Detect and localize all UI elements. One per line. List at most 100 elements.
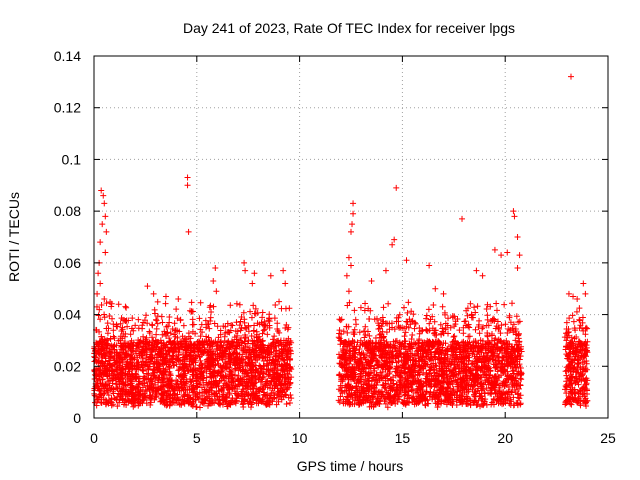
data-point: [190, 388, 197, 395]
data-point: [251, 270, 258, 277]
data-point: [484, 339, 491, 346]
data-point: [146, 354, 153, 361]
data-point: [233, 354, 240, 361]
data-point: [469, 365, 476, 372]
data-point: [477, 337, 484, 344]
data-point: [202, 364, 209, 371]
data-point: [439, 303, 446, 310]
data-point: [154, 375, 161, 382]
data-point: [280, 367, 287, 374]
data-point: [342, 365, 349, 372]
data-point: [452, 365, 459, 372]
data-point: [486, 380, 493, 387]
data-point: [242, 343, 249, 350]
data-point: [208, 384, 215, 391]
data-point: [153, 393, 160, 400]
data-point: [400, 304, 407, 311]
data-point: [205, 334, 212, 341]
data-point: [513, 399, 520, 406]
data-point: [110, 355, 117, 362]
data-point: [387, 341, 394, 348]
data-point: [188, 299, 195, 306]
data-point: [150, 290, 157, 297]
data-point: [402, 329, 409, 336]
data-point: [463, 353, 470, 360]
data-point: [374, 361, 381, 368]
data-point: [358, 368, 365, 375]
data-point: [379, 314, 386, 321]
data-point: [234, 375, 241, 382]
data-point: [430, 339, 437, 346]
data-point: [442, 362, 449, 369]
data-point: [345, 254, 352, 261]
data-point: [187, 349, 194, 356]
data-point: [217, 331, 224, 338]
data-point: [336, 327, 343, 334]
data-point: [260, 370, 267, 377]
data-point: [361, 342, 368, 349]
data-point: [359, 398, 366, 405]
data-point: [109, 377, 116, 384]
data-point: [346, 401, 353, 408]
data-point: [472, 339, 479, 346]
data-point: [469, 373, 476, 380]
data-point: [251, 337, 258, 344]
data-point: [428, 373, 435, 380]
data-point: [445, 394, 452, 401]
data-point: [255, 395, 262, 402]
data-point: [409, 381, 416, 388]
data-point: [166, 348, 173, 355]
data-point: [350, 200, 357, 207]
data-point: [113, 357, 120, 364]
data-point: [513, 382, 520, 389]
data-point: [188, 308, 195, 315]
data-point: [203, 324, 210, 331]
data-point: [472, 373, 479, 380]
data-point: [223, 353, 230, 360]
data-point: [160, 379, 167, 386]
data-point: [430, 366, 437, 373]
data-point: [176, 366, 183, 373]
data-point: [508, 389, 515, 396]
data-point: [350, 330, 357, 337]
data-point: [127, 373, 134, 380]
data-point: [245, 379, 252, 386]
data-point: [184, 174, 191, 181]
data-point: [93, 327, 100, 334]
data-point: [189, 403, 196, 410]
data-point: [445, 380, 452, 387]
data-point: [356, 345, 363, 352]
data-point: [211, 399, 218, 406]
data-point: [485, 363, 492, 370]
data-point: [175, 345, 182, 352]
data-point: [445, 390, 452, 397]
data-point: [260, 327, 267, 334]
data-point: [421, 395, 428, 402]
data-point: [354, 387, 361, 394]
data-point: [143, 312, 150, 319]
data-point: [396, 373, 403, 380]
data-point: [464, 401, 471, 408]
data-point: [133, 360, 140, 367]
data-point: [343, 272, 350, 279]
data-point: [91, 348, 98, 355]
data-point: [213, 390, 220, 397]
data-point: [149, 346, 156, 353]
data-point: [345, 323, 352, 330]
data-point: [514, 391, 521, 398]
data-point: [201, 365, 208, 372]
data-point: [504, 249, 511, 256]
data-point: [358, 350, 365, 357]
data-point: [187, 394, 194, 401]
data-point: [365, 381, 372, 388]
data-point: [475, 397, 482, 404]
data-point: [232, 366, 239, 373]
data-point: [435, 345, 442, 352]
data-point: [342, 400, 349, 407]
data-point: [228, 371, 235, 378]
data-point: [104, 330, 111, 337]
data-point: [196, 381, 203, 388]
data-point: [193, 375, 200, 382]
data-point: [254, 356, 261, 363]
data-point: [350, 348, 357, 355]
